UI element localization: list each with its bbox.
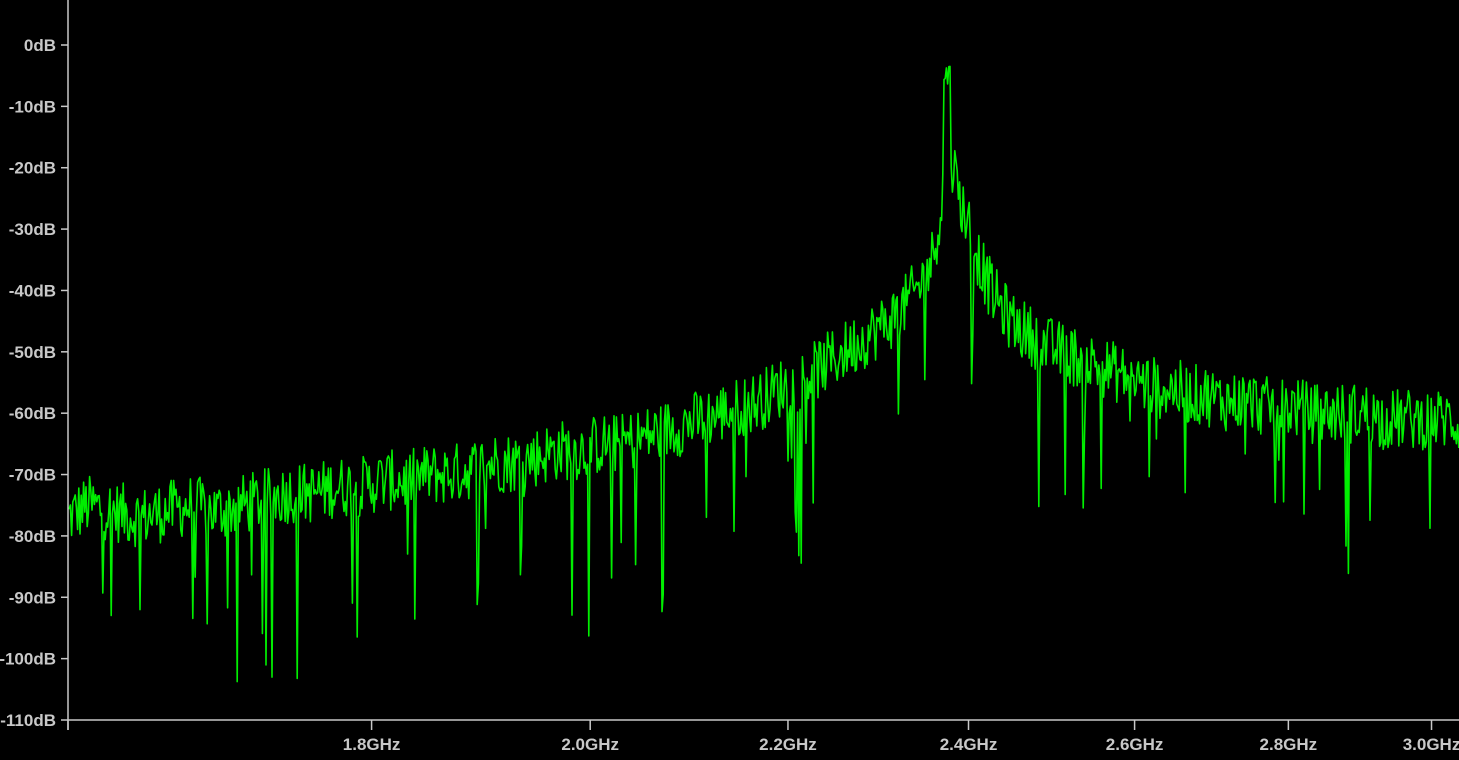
y-tick-label: -110dB (0, 711, 56, 730)
y-tick-label: -80dB (9, 527, 56, 546)
y-tick-label: -70dB (9, 466, 56, 485)
y-tick-label: -20dB (9, 159, 56, 178)
x-tick-label: 2.6GHz (1106, 735, 1164, 754)
x-tick-label: 3.0GHz (1403, 735, 1459, 754)
y-tick-label: 0dB (24, 36, 56, 55)
x-tick-label: 1.8GHz (343, 735, 401, 754)
x-tick-label: 2.2GHz (759, 735, 817, 754)
y-tick-label: -90dB (9, 588, 56, 607)
y-tick-label: -40dB (9, 281, 56, 300)
x-axis-ticks: 1.8GHz 2.0GHz 2.2GHz 2.4GHz 2.6GHz 2.8GHz 3.0G… (68, 720, 1459, 754)
y-tick-label: -50dB (9, 343, 56, 362)
axes (68, 0, 1459, 730)
trace-layer (68, 66, 1459, 681)
x-tick-label: 2.8GHz (1260, 735, 1318, 754)
spectrum-trace (68, 66, 1459, 681)
x-tick-label: 2.0GHz (561, 735, 619, 754)
y-tick-label: -100dB (0, 650, 56, 669)
y-tick-label: -60dB (9, 404, 56, 423)
y-tick-label: -10dB (9, 97, 56, 116)
x-tick-label: 2.4GHz (940, 735, 998, 754)
y-axis-ticks: 0dB -10dB -20dB -30dB -40dB -50dB -60dB -70dB -8… (0, 36, 68, 730)
y-tick-label: -30dB (9, 220, 56, 239)
